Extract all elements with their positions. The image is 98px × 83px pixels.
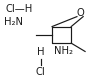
Text: H₂N: H₂N: [4, 17, 23, 27]
Text: NH₂: NH₂: [54, 46, 73, 56]
Text: O: O: [76, 8, 84, 18]
Text: Cl—H: Cl—H: [5, 4, 32, 14]
Text: Cl: Cl: [36, 67, 45, 77]
Text: H: H: [37, 47, 44, 57]
